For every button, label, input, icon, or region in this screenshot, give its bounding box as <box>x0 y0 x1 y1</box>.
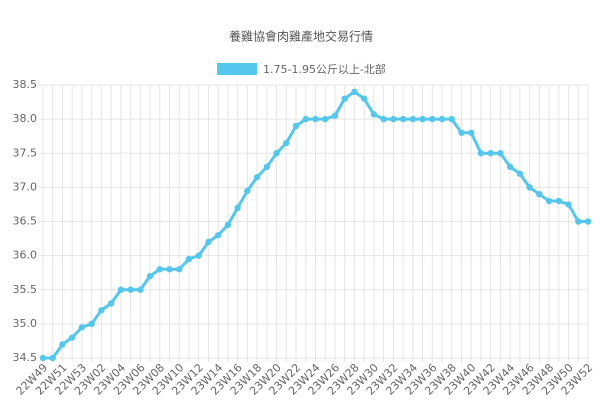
data-point <box>575 218 582 225</box>
data-point <box>302 115 309 123</box>
y-tick-label: 35.0 <box>13 317 38 330</box>
data-point <box>117 286 125 293</box>
data-point <box>253 173 261 181</box>
data-point <box>458 129 465 136</box>
data-point <box>370 111 378 118</box>
data-point <box>88 320 95 328</box>
data-point <box>526 184 533 191</box>
data-point <box>351 88 358 96</box>
data-point <box>380 115 387 123</box>
y-tick-label: 37.0 <box>13 180 38 193</box>
data-point <box>536 191 543 198</box>
data-point <box>516 170 524 177</box>
data-point <box>39 354 47 362</box>
data-point <box>545 197 553 205</box>
data-point <box>137 286 144 293</box>
y-tick-label: 35.5 <box>13 283 38 296</box>
data-point <box>487 150 494 157</box>
data-point <box>477 150 485 157</box>
data-point <box>98 307 105 314</box>
chart-title: 養雞協會肉雞產地交易行情 <box>229 29 373 44</box>
data-point <box>283 139 290 147</box>
data-point <box>78 324 86 331</box>
y-tick-label: 36.0 <box>13 249 38 262</box>
data-point <box>584 218 592 225</box>
data-point <box>331 112 339 119</box>
data-point <box>127 286 134 293</box>
y-tick-label: 34.5 <box>13 351 38 364</box>
data-point <box>360 95 368 102</box>
data-point <box>438 115 446 123</box>
data-point <box>68 334 76 341</box>
data-point <box>292 122 300 130</box>
data-point <box>555 197 563 205</box>
data-point <box>176 266 183 273</box>
data-point <box>263 163 271 171</box>
data-point <box>107 300 115 307</box>
data-point <box>565 201 572 208</box>
data-point <box>195 252 202 259</box>
data-point <box>166 266 173 273</box>
data-point <box>399 115 407 123</box>
data-point <box>497 150 504 157</box>
data-point <box>146 272 154 280</box>
data-point <box>429 115 436 123</box>
data-point <box>468 129 475 136</box>
data-point <box>341 95 348 102</box>
data-point <box>419 115 426 123</box>
y-tick-label: 37.5 <box>13 146 38 159</box>
data-point <box>156 266 163 273</box>
data-point <box>224 221 232 229</box>
y-tick-label: 38.5 <box>13 78 38 91</box>
data-point <box>244 187 251 194</box>
legend-swatch <box>217 63 257 75</box>
data-point <box>214 231 222 239</box>
y-tick-label: 36.5 <box>13 215 38 228</box>
data-point <box>273 150 280 157</box>
data-point <box>205 238 212 246</box>
data-point <box>506 163 514 171</box>
data-point <box>185 255 193 263</box>
data-point <box>49 354 56 362</box>
y-tick-label: 38.0 <box>13 112 38 125</box>
data-point <box>322 115 329 123</box>
data-point <box>59 341 66 348</box>
data-point <box>390 115 397 123</box>
legend-label: 1.75-1.95公斤以上-北部 <box>263 62 386 76</box>
data-point <box>448 115 455 123</box>
data-point <box>312 115 319 123</box>
data-point <box>409 115 417 123</box>
data-point <box>234 204 241 212</box>
